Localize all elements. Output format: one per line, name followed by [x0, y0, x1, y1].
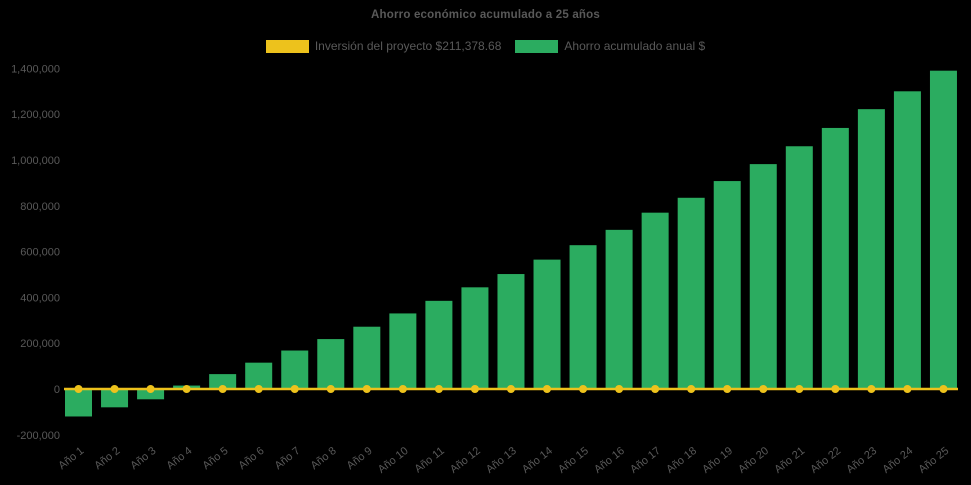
investment-line-marker	[759, 385, 768, 393]
x-axis-tick-label: Año 16	[592, 445, 627, 476]
x-axis-tick-label: Año 18	[664, 445, 699, 476]
x-axis-tick-label: Año 4	[164, 445, 194, 472]
y-axis-tick-label: 1,000,000	[11, 155, 60, 167]
x-axis-tick-label: Año 13	[484, 445, 519, 476]
investment-line-marker	[867, 385, 876, 393]
y-axis-tick-label: 400,000	[20, 292, 60, 304]
savings-bar	[821, 127, 849, 389]
investment-line-marker	[939, 385, 948, 393]
y-axis-tick-label: 0	[54, 384, 60, 396]
y-axis-tick-label: 1,200,000	[11, 109, 60, 121]
x-axis-tick-label: Año 19	[700, 445, 735, 476]
x-axis-tick-label: Año 17	[628, 445, 663, 476]
x-axis-tick-label: Año 6	[237, 445, 267, 472]
x-axis-tick-label: Año 10	[376, 445, 411, 476]
x-axis-tick-label: Año 14	[520, 445, 555, 476]
legend-item-savings: Ahorro acumulado anual $	[515, 39, 705, 53]
y-axis-tick-label: 600,000	[20, 247, 60, 259]
savings-bar	[209, 374, 237, 389]
investment-line-marker	[398, 385, 407, 393]
savings-bar	[893, 91, 921, 390]
x-axis-tick-label: Año 8	[309, 445, 339, 472]
investment-line-marker	[506, 385, 515, 393]
investment-swatch	[265, 39, 309, 53]
savings-bar	[353, 326, 381, 389]
investment-line-marker	[254, 385, 263, 393]
investment-line-marker	[543, 385, 552, 393]
savings-bar	[677, 197, 705, 389]
x-axis-tick-label: Año 15	[556, 445, 591, 476]
savings-bar	[461, 287, 489, 389]
investment-line-marker	[146, 385, 155, 393]
investment-line-marker	[615, 385, 624, 393]
investment-line-marker	[110, 385, 119, 393]
x-axis-tick-label: Año 11	[413, 445, 447, 475]
savings-bar	[137, 389, 165, 400]
investment-line-marker	[218, 385, 227, 393]
chart-legend: Inversión del proyecto $211,378.68 Ahorr…	[0, 39, 971, 53]
x-axis-tick-label: Año 2	[92, 445, 122, 472]
savings-bar	[281, 350, 309, 389]
investment-line-marker	[723, 385, 732, 393]
savings-bar	[749, 164, 777, 389]
investment-line-marker	[795, 385, 804, 393]
y-axis-tick-label: 800,000	[20, 201, 60, 213]
x-axis-tick-label: Año 5	[200, 445, 230, 472]
x-axis-tick-label: Año 12	[448, 445, 483, 476]
savings-bar	[605, 229, 633, 389]
savings-bar	[317, 339, 345, 389]
investment-line-marker	[326, 385, 335, 393]
investment-line-marker	[831, 385, 840, 393]
x-axis-tick-label: Año 23	[844, 445, 879, 476]
legend-label-investment: Inversión del proyecto $211,378.68	[314, 39, 502, 53]
savings-bar	[425, 300, 453, 389]
savings-bar	[929, 70, 957, 389]
x-axis-tick-label: Año 20	[736, 445, 771, 476]
investment-line-marker	[470, 385, 479, 393]
savings-bar	[785, 146, 813, 389]
y-axis-tick-label: 1,400,000	[11, 63, 60, 75]
x-axis-tick-label: Año 7	[273, 445, 303, 472]
legend-item-investment: Inversión del proyecto $211,378.68	[265, 39, 502, 53]
savings-bar	[713, 181, 741, 389]
y-axis-tick-label: 200,000	[20, 338, 60, 350]
investment-line-marker	[687, 385, 696, 393]
x-axis-tick-label: Año 3	[128, 445, 158, 472]
savings-bar	[533, 259, 561, 389]
savings-bar	[65, 389, 92, 417]
x-axis-tick-label: Año 25	[916, 445, 951, 476]
x-axis-tick-label: Año 1	[56, 445, 86, 472]
investment-line-marker	[651, 385, 660, 393]
savings-bar	[641, 212, 669, 389]
savings-bar	[497, 274, 525, 389]
investment-line-marker	[579, 385, 588, 393]
legend-label-savings: Ahorro acumulado anual $	[564, 39, 706, 53]
investment-line-marker	[362, 385, 371, 393]
y-axis-tick-label: -200,000	[17, 430, 60, 442]
savings-bar	[857, 109, 885, 390]
chart-title: Ahorro económico acumulado a 25 años	[371, 9, 600, 21]
investment-line-marker	[74, 385, 83, 393]
savings-bar	[245, 362, 273, 389]
x-axis-tick-label: Año 22	[808, 445, 843, 476]
savings-bar	[389, 313, 417, 389]
x-axis-tick-label: Año 24	[880, 445, 915, 476]
investment-line-marker	[903, 385, 912, 393]
savings-swatch	[515, 39, 559, 53]
savings-bar	[569, 245, 597, 389]
investment-line-marker	[290, 385, 299, 393]
investment-line-marker	[182, 385, 191, 393]
x-axis-tick-label: Año 9	[345, 445, 375, 472]
x-axis-tick-label: Año 21	[772, 445, 807, 476]
savings-bar	[101, 389, 129, 408]
investment-line-marker	[434, 385, 443, 393]
